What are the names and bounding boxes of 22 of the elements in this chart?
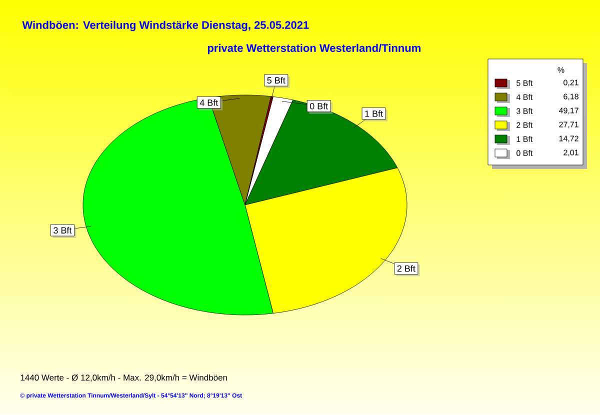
data-label: 27,71 bbox=[559, 122, 578, 128]
chart-title: Windböen: Verteilung Windstärke Dienstag, 25.05.2021 bbox=[22, 20, 309, 32]
data-label: 49,17 bbox=[558, 108, 578, 114]
legend-label: 3 Bft bbox=[516, 108, 533, 114]
data-label: 0,21 bbox=[564, 80, 578, 86]
chart-subtitle: private Wetterstation Westerland/Tinnum bbox=[208, 44, 420, 54]
text: 1440 Werte - Ø 12,0km/h - Max. 29,0km/h = Windböen bbox=[20, 374, 227, 382]
legend-label: 4 Bft bbox=[516, 94, 533, 100]
slice-label: 5 Bft bbox=[267, 76, 286, 84]
data-label: 2,01 bbox=[564, 150, 578, 156]
data-label: 6,18 bbox=[564, 94, 578, 100]
legend-label: 2 Bft bbox=[516, 122, 533, 128]
slice-label: 3 Bft bbox=[54, 226, 72, 234]
slice-label: 2 Bft bbox=[397, 265, 416, 272]
legend-label: 1 Bft bbox=[516, 136, 533, 142]
legend-label: 5 Bft bbox=[516, 80, 533, 86]
slice-label: 0 Bft bbox=[310, 102, 328, 110]
legend-label: 0 Bft bbox=[516, 150, 533, 156]
slice-label: 4 Bft bbox=[200, 99, 218, 106]
legend-title: % bbox=[558, 67, 564, 73]
slice-label: 1 Bft bbox=[365, 110, 383, 117]
data-label: 14,72 bbox=[559, 136, 578, 142]
